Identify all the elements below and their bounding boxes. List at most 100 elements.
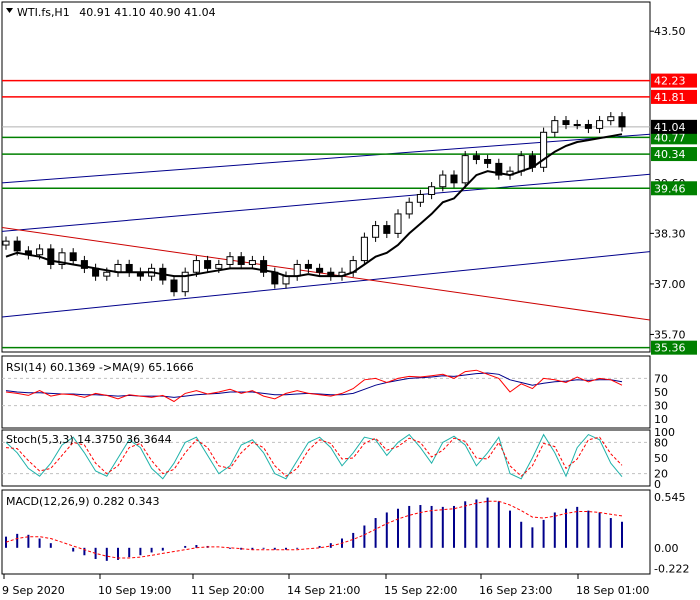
support-level-label: 40.34 xyxy=(654,148,686,161)
candle-body xyxy=(47,248,55,265)
candle-body xyxy=(316,267,324,273)
macd-tick-label: 0.00 xyxy=(654,542,679,555)
candle xyxy=(271,267,279,289)
candle-body xyxy=(237,256,245,265)
candle-body xyxy=(260,260,268,273)
candle xyxy=(596,115,604,134)
candle-body xyxy=(2,240,10,246)
last-price-label: 41.04 xyxy=(654,121,686,134)
rsi-tick-label: 70 xyxy=(654,372,668,385)
rsi-line xyxy=(5,369,623,403)
candle xyxy=(24,246,32,260)
price-drawings xyxy=(2,79,650,349)
candle xyxy=(125,259,133,277)
stoch-pane xyxy=(1,429,651,487)
x-tick-label: 15 Sep 22:00 xyxy=(384,584,457,597)
rsi-tick-label: 30 xyxy=(654,400,668,413)
candle xyxy=(136,267,144,281)
trend-line xyxy=(2,251,650,318)
x-tick-label: 14 Sep 21:00 xyxy=(287,584,360,597)
candle-body xyxy=(103,271,111,277)
candle-body xyxy=(282,275,290,285)
price-plot: 43.5038.3037.0035.7039.6042.2341.8140.77… xyxy=(2,25,697,355)
candle-body xyxy=(416,193,424,203)
candle xyxy=(58,248,66,270)
candle xyxy=(248,255,256,270)
candle-body xyxy=(271,271,279,285)
candle-body xyxy=(573,124,581,127)
trend-line xyxy=(2,227,650,321)
candle xyxy=(260,255,268,277)
candle xyxy=(327,267,335,281)
macd-tick-label: 0.545 xyxy=(654,491,686,504)
support-level-tag xyxy=(651,340,697,355)
candle xyxy=(540,127,548,172)
candle xyxy=(495,158,503,180)
resistance-level-tag xyxy=(651,89,697,104)
candle-body xyxy=(215,263,223,269)
candle xyxy=(114,259,122,277)
candle-body xyxy=(394,213,402,234)
candle-body xyxy=(383,225,391,234)
candle-body xyxy=(439,174,447,188)
symbol-label: WTI.fs,H1 xyxy=(17,6,70,19)
candle-body xyxy=(596,120,604,129)
candle xyxy=(316,263,324,277)
candle xyxy=(439,170,447,192)
candle xyxy=(383,220,391,239)
x-tick-label: 11 Sep 20:00 xyxy=(191,584,264,597)
candle xyxy=(2,236,10,250)
macd-pane xyxy=(1,489,651,575)
trend-line xyxy=(2,133,650,184)
candle xyxy=(428,182,436,200)
stoch-label: Stoch(5,3,3) 14.3750 36.3644 xyxy=(6,433,172,446)
collapse-triangle-icon[interactable] xyxy=(6,8,13,13)
candle xyxy=(506,166,514,180)
support-level-tag xyxy=(651,147,697,162)
candle-body xyxy=(618,116,626,128)
candle xyxy=(304,259,312,274)
rsi-pane xyxy=(1,355,651,429)
rsi-label: RSI(14) 60.1369 ->MA(9) 65.1666 xyxy=(6,361,194,374)
candle-body xyxy=(58,252,66,265)
candle-body xyxy=(562,120,570,126)
support-level-label: 35.36 xyxy=(654,342,686,355)
stoch-tick-label: 50 xyxy=(654,452,668,465)
candle xyxy=(204,255,212,274)
candle-body xyxy=(36,248,44,256)
macd-label: MACD(12,26,9) 0.282 0.343 xyxy=(6,495,160,508)
candle xyxy=(338,267,346,281)
macd-tick-label: -0.222 xyxy=(654,562,689,575)
svg-text:WTI.fs,H1 40.91 41.10 40.9: WTI.fs,H1 40.91 41.10 40.90 41.04 xyxy=(17,6,216,19)
candle-body xyxy=(495,162,503,176)
resistance-level-label: 41.81 xyxy=(654,91,686,104)
candle xyxy=(92,263,100,281)
candle xyxy=(551,115,559,137)
candle-body xyxy=(304,263,312,269)
candle-body xyxy=(405,201,413,215)
candle-body xyxy=(13,240,21,252)
x-tick-label: 18 Sep 01:00 xyxy=(576,584,649,597)
candle-body xyxy=(80,260,88,269)
stoch-tick-label: 80 xyxy=(654,436,668,449)
candle-body xyxy=(293,263,301,277)
candle xyxy=(618,112,626,132)
resistance-level-label: 42.23 xyxy=(654,75,686,88)
rsi-tick-label: 10 xyxy=(654,413,668,426)
stoch-k-line xyxy=(5,433,623,480)
y-tick-label: 35.70 xyxy=(654,328,686,341)
candle-body xyxy=(551,120,559,133)
y-tick-label: 43.50 xyxy=(654,25,686,38)
stoch-tick-label: 20 xyxy=(654,468,668,481)
candle-body xyxy=(248,260,256,265)
candle xyxy=(461,150,469,188)
candle-body xyxy=(461,155,469,184)
moving-average-line xyxy=(5,133,623,278)
candle xyxy=(450,170,458,188)
y-tick-label: 37.00 xyxy=(654,278,686,291)
candle xyxy=(293,259,301,281)
last-price-tag xyxy=(651,119,697,134)
ohlc-label: 40.91 41.10 40.90 41.04 xyxy=(79,6,215,19)
candle xyxy=(360,232,368,266)
